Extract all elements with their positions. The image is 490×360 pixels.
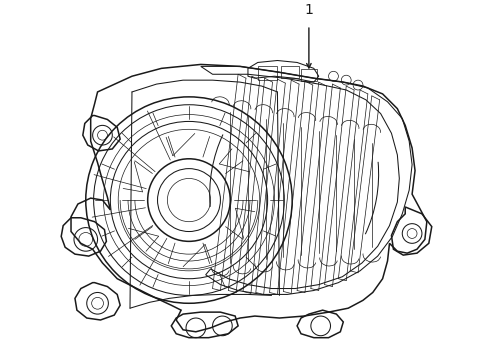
Text: 1: 1 xyxy=(304,3,313,17)
